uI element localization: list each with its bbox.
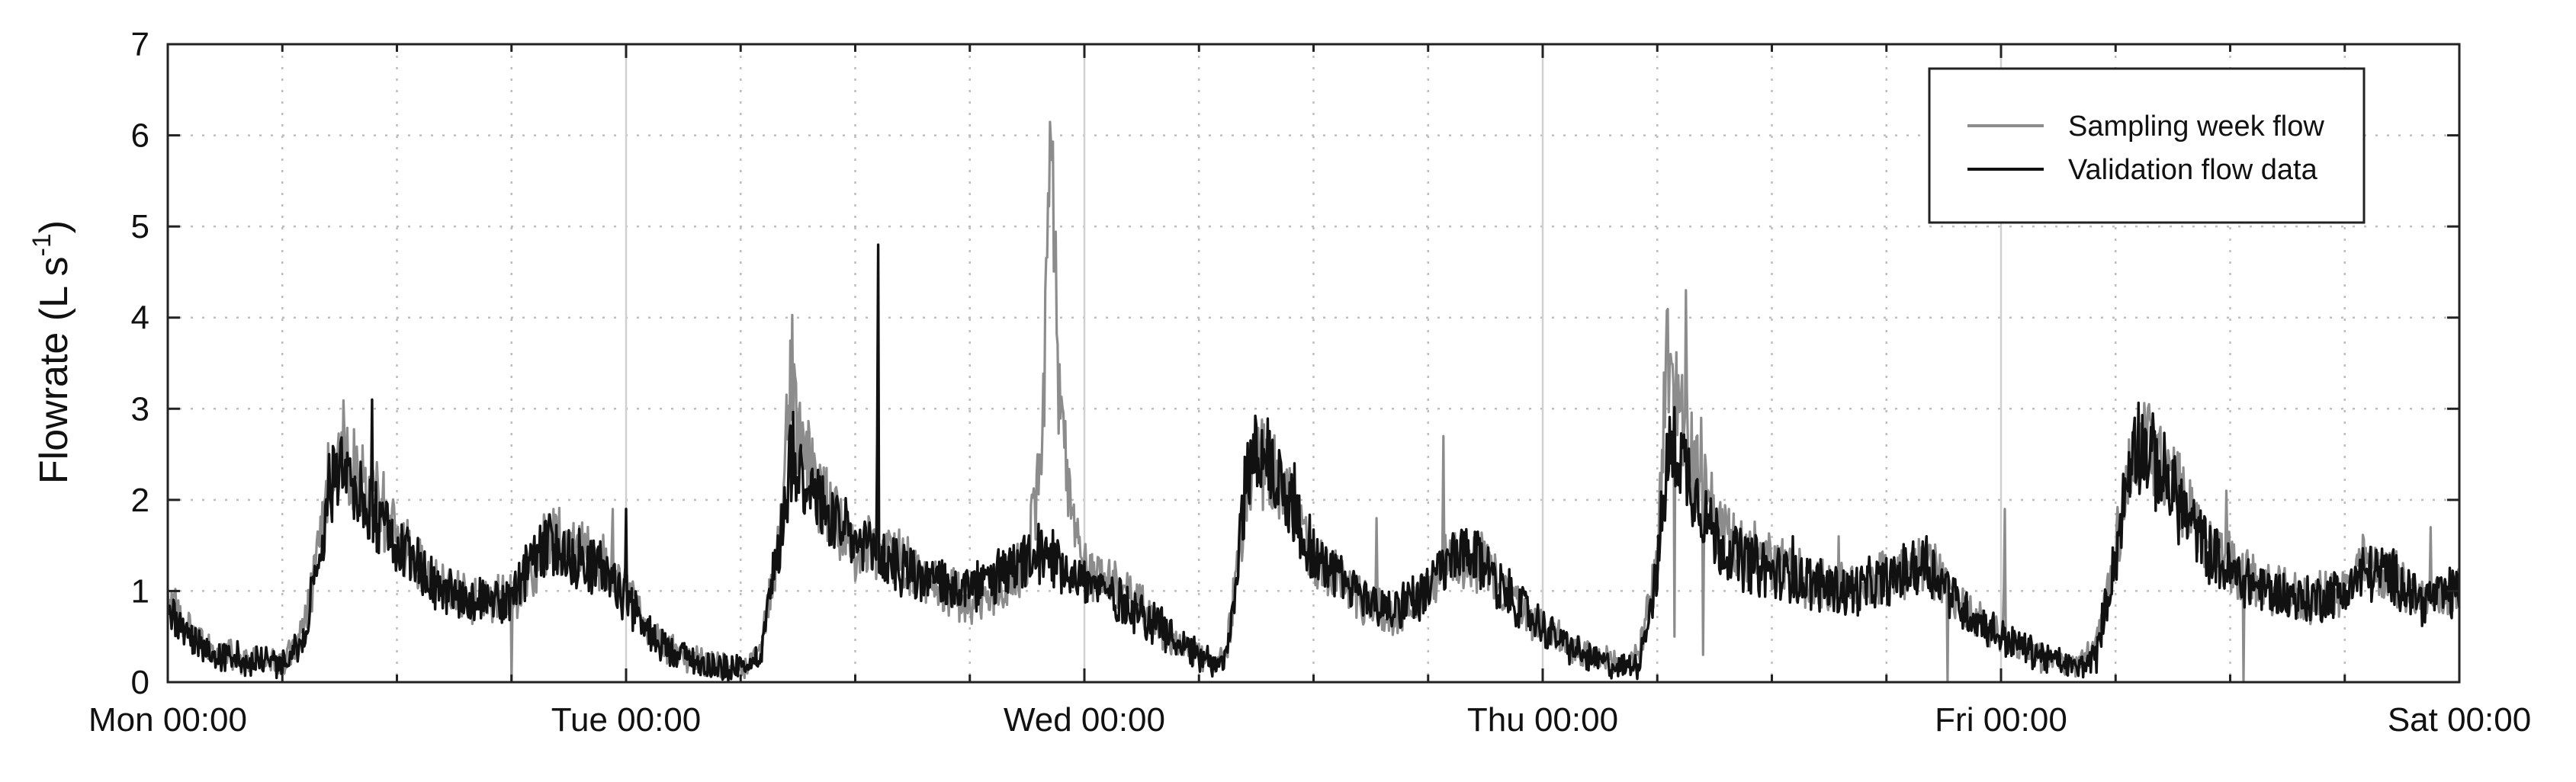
y-tick-label: 1 [131, 572, 149, 610]
y-tick-label: 2 [131, 482, 149, 519]
series-line-validation-flow-data [166, 243, 2461, 682]
x-tick-label: Tue 00:00 [551, 701, 702, 739]
x-tick-label: Thu 00:00 [1467, 701, 1618, 739]
y-tick-label: 6 [131, 117, 149, 155]
y-axis-label: Flowrate (L s-1) [27, 220, 76, 484]
legend-label-validation: Validation flow data [2068, 154, 2318, 186]
y-tick-label: 7 [131, 26, 149, 63]
y-tick-label: 3 [131, 390, 149, 428]
y-axis-label-main: Flowrate (L s [32, 256, 76, 484]
x-tick-labels: Mon 00:00 Tue 00:00 Wed 00:00 Thu 00:00 Fri … [88, 701, 2531, 739]
series-layer [166, 120, 2461, 684]
y-axis-label-superscript: -1 [27, 233, 56, 256]
x-tick-label: Wed 00:00 [1004, 701, 1165, 739]
tick-layer [166, 43, 2461, 684]
x-tick-label: Sat 00:00 [2388, 701, 2531, 739]
y-tick-label: 0 [131, 664, 149, 701]
legend-box [1928, 67, 2366, 224]
legend-label-sampling: Sampling week flow [2068, 111, 2324, 143]
x-tick-label: Mon 00:00 [88, 701, 247, 739]
y-axis-label-close: ) [32, 220, 76, 233]
y-tick-label: 5 [131, 208, 149, 245]
legend: Sampling week flow Validation flow data [1928, 67, 2366, 224]
x-tick-label: Fri 00:00 [1935, 701, 2067, 739]
y-tick-labels: 0 1 2 3 4 5 6 7 [131, 26, 149, 701]
y-tick-label: 4 [131, 300, 149, 337]
